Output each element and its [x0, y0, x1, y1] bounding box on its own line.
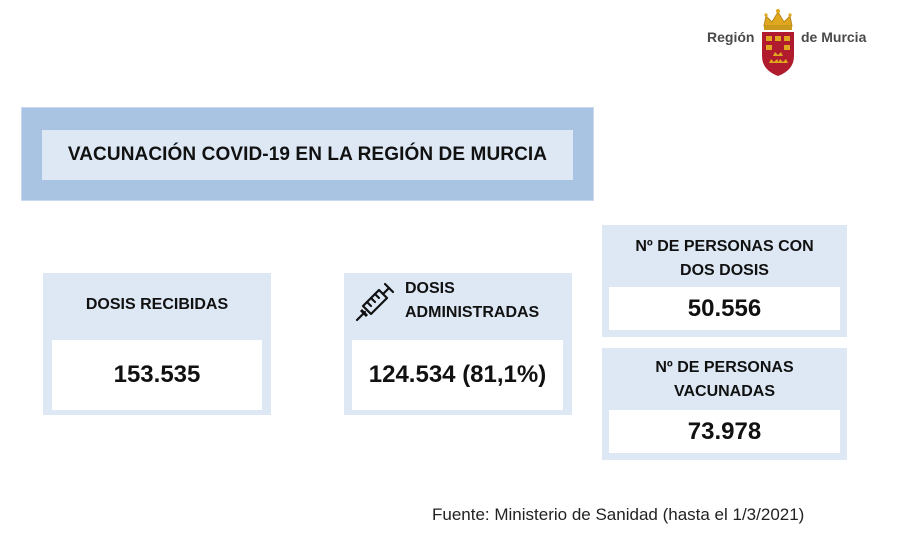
personas-vacunadas-label-line2: VACUNADAS [673, 383, 776, 400]
source-note: Fuente: Ministerio de Sanidad (hasta el … [432, 505, 805, 524]
title-banner-inner: VACUNACIÓN COVID-19 EN LA REGIÓN DE MURC… [42, 130, 573, 180]
personas-vacunadas-value: 73.978 [609, 410, 840, 453]
dosis-administradas-label: DOSIS ADMINISTRADAS [405, 277, 565, 325]
syringe-icon [355, 282, 395, 322]
logo-text-left: Región [707, 29, 755, 45]
dosis-administradas-label-line1: DOSIS [405, 280, 455, 297]
personas-vacunadas-label-line1: Nº DE PERSONAS [655, 359, 794, 376]
dosis-recibidas-label: DOSIS RECIBIDAS [85, 296, 229, 313]
personas-dos-dosis-value: 50.556 [609, 287, 840, 330]
personas-dos-dosis-label-line1: Nº DE PERSONAS CON [635, 238, 814, 255]
personas-dos-dosis-label: Nº DE PERSONAS CON DOS DOSIS [602, 235, 847, 283]
dosis-administradas-value: 124.534 (81,1%) [352, 340, 563, 410]
logo-text-right: de Murcia [801, 29, 867, 45]
personas-dos-dosis-label-line2: DOS DOSIS [680, 262, 769, 279]
page-title: VACUNACIÓN COVID-19 EN LA REGIÓN DE MURC… [67, 144, 548, 165]
dosis-administradas-label-line2: ADMINISTRADAS [405, 304, 540, 321]
region-de-murcia-crest-icon [762, 9, 794, 76]
dosis-recibidas-value: 153.535 [52, 340, 262, 410]
personas-vacunadas-label: Nº DE PERSONAS VACUNADAS [602, 356, 847, 404]
